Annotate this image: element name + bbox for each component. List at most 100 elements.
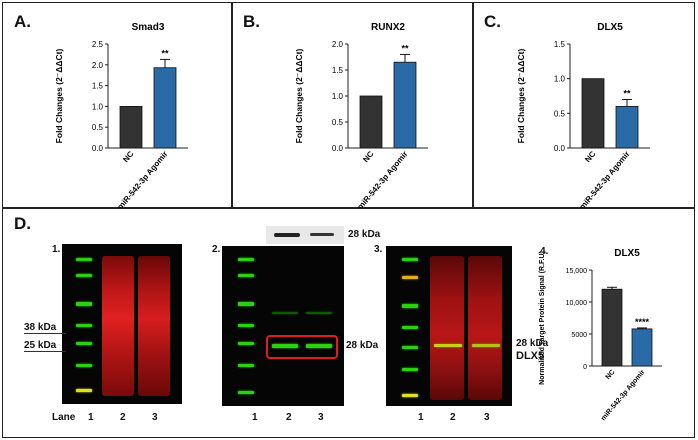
gel1-marker-band [76,258,92,261]
y-tick-label: 5000 [571,332,587,339]
y-tick-label: 1.0 [554,75,566,84]
y-tick-label: 0.5 [332,118,344,127]
gel2-lane-1: 1 [252,412,258,423]
bar [615,106,639,149]
gel2-number: 2. [212,244,221,255]
panel-c-frame [473,2,695,208]
gel2-marker-band [238,324,254,327]
gel2-highlight-box [266,335,338,359]
gel3-marker-band [402,394,418,397]
y-axis-label: Fold Changes (2⁻ΔΔCt) [294,49,304,144]
gel1-lane-3: 3 [152,412,158,423]
gel2-dlx5-band [272,344,298,348]
gel1-marker-band [76,274,92,277]
panel-b-label: B. [243,12,260,31]
panel-a-frame [2,2,232,208]
gel3-marker-28: 28 kDa [516,338,549,349]
gel-1-image [62,244,182,404]
y-tick-label: 1.5 [332,66,344,75]
chart-title: DLX5 [597,22,623,33]
gel3-marker-band [402,304,418,308]
gel1-lane-2: 2 [120,412,126,423]
chart-dlx5-qpcr: DLX5 0.0 0.5 1.0 1.5 Fold Changes (2⁻ΔΔCt) NC *… [516,22,650,208]
y-axis-label: Normalized Target Protein Signal (R.F.U) [539,251,546,385]
chart-title: RUNX2 [371,22,405,33]
top-blot-image [266,226,344,244]
chart-title: Smad3 [132,22,165,33]
significance-label: ** [161,48,169,58]
x-tick-label: NC [361,149,375,164]
gel3-lane2-smear [430,256,464,400]
bar [631,328,653,367]
top-blot-band [274,233,300,237]
bar [581,78,605,149]
gel3-marker-band [402,258,418,261]
gel1-marker-band [76,389,92,392]
y-tick-label: 2.0 [332,40,344,49]
significance-label: ** [401,43,409,53]
x-tick-label: NC [583,149,597,164]
significance-label: ** [623,88,631,98]
gel2-lane-2: 2 [286,412,292,423]
gel1-marker-band [76,302,92,306]
gel2-marker-band [238,258,254,261]
bar [393,61,417,149]
y-axis-label: Fold Changes (2⁻ΔΔCt) [516,49,526,144]
gel1-lane-1: 1 [88,412,94,423]
gel3-marker-band [402,368,418,371]
y-tick-label: 0.0 [332,144,344,153]
chart-runx2: RUNX2 0.0 0.5 1.0 1.5 2.0 Fold Changes (2⁻ΔΔCt… [294,22,428,208]
gel3-lane-1: 1 [418,412,424,423]
panel-a-label: A. [14,12,31,31]
y-tick-label: 1.5 [554,40,566,49]
gel3-number: 3. [374,244,383,255]
panel-b-frame [232,2,473,208]
gel3-lane3-smear [468,256,502,400]
gel3-marker-band [402,326,418,329]
bar [119,106,143,149]
y-tick-label: 15,000 [566,268,588,275]
panel-d-label: D. [14,214,31,233]
x-tick-label: NC [605,369,617,381]
gel1-lane2-smear [102,256,134,396]
bar [601,288,623,367]
y-tick-label: 2.0 [92,61,104,70]
y-tick-label: 10,000 [566,300,588,307]
gel2-marker-band [238,274,254,277]
panel-c-label: C. [484,12,501,31]
gel3-lane-3: 3 [484,412,490,423]
chart-dlx5-protein: DLX5 0 5000 10,000 15,000 Normalized Target P… [539,248,662,422]
y-axis-label: Fold Changes (2⁻ΔΔCt) [54,49,64,144]
gel3-marker-band [402,346,418,349]
bar [359,95,383,149]
y-tick-label: 0 [583,364,587,371]
gel1-marker-25: 25 kDa [24,340,57,351]
y-tick-label: 0.0 [554,144,566,153]
gel2-marker-28: 28 kDa [346,340,379,351]
gel3-dlx5-label: DLX5 [516,350,545,362]
top-blot-band [310,233,334,236]
x-tick-label: NC [121,149,135,164]
gel2-marker-band [238,302,254,306]
gel2-lane-3: 3 [318,412,324,423]
y-tick-label: 1.5 [92,82,104,91]
gel-2-image [222,246,344,406]
y-tick-label: 0.5 [554,109,566,118]
chart-smad3: Smad3 0.0 0.5 1.0 1.5 2.0 2.5 Fold Changes (2⁻Δ… [54,22,188,208]
significance-label: **** [635,317,650,327]
gel1-marker-band [76,324,92,327]
chart-title: DLX5 [614,248,640,259]
gel2-marker-band [238,391,254,394]
gel2-faint-band [306,312,332,314]
gel2-marker-band [238,342,254,345]
marker-38-line [24,333,66,334]
gel3-dlx5-band [472,344,500,347]
gel3-dlx5-band [434,344,462,347]
y-tick-label: 1.0 [92,102,104,111]
gel-3-image [386,246,512,406]
top-blot-marker: 28 kDa [348,229,381,240]
panel-d-frame [2,208,695,438]
gel2-faint-band [272,312,298,314]
gel1-number: 1. [52,244,61,255]
gel1-marker-band [76,364,92,367]
